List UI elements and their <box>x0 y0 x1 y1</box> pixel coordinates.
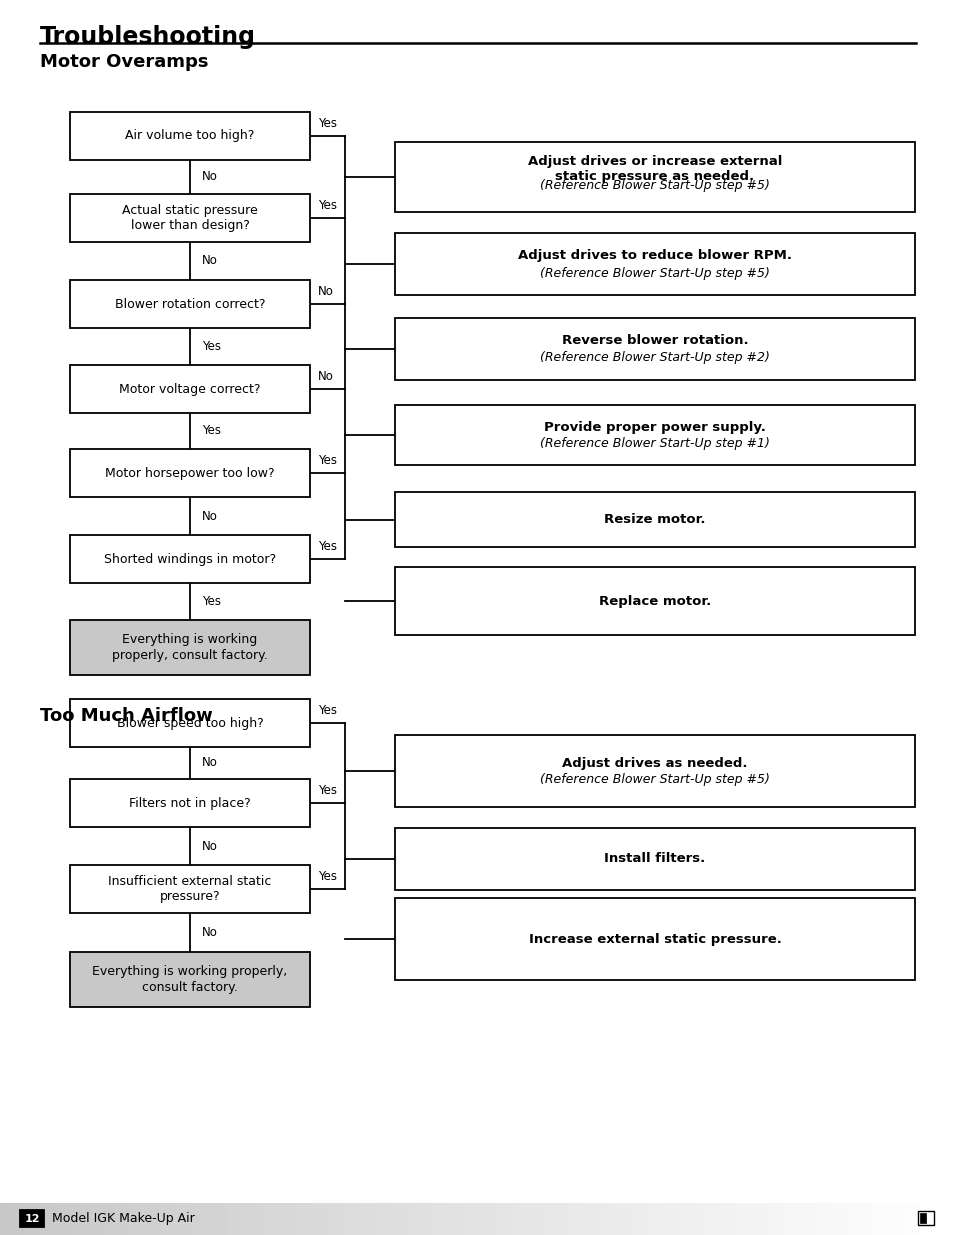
Bar <box>917 1212 933 1225</box>
Bar <box>70 952 310 1007</box>
Bar <box>70 779 310 827</box>
Text: Adjust drives to reduce blower RPM.: Adjust drives to reduce blower RPM. <box>517 249 791 263</box>
Bar <box>70 535 310 583</box>
Text: Increase external static pressure.: Increase external static pressure. <box>528 932 781 946</box>
Text: (Reference Blower Start-Up step #5): (Reference Blower Start-Up step #5) <box>539 773 769 787</box>
Text: (Reference Blower Start-Up step #1): (Reference Blower Start-Up step #1) <box>539 437 769 451</box>
Bar <box>395 233 914 295</box>
Text: Yes: Yes <box>317 704 336 718</box>
Text: Motor Overamps: Motor Overamps <box>40 53 209 70</box>
Text: Resize motor.: Resize motor. <box>603 513 705 526</box>
Bar <box>395 405 914 466</box>
Text: No: No <box>202 170 217 184</box>
Bar <box>395 317 914 380</box>
Bar <box>395 898 914 981</box>
Text: Motor horsepower too low?: Motor horsepower too low? <box>105 467 274 479</box>
Text: (Reference Blower Start-Up step #5): (Reference Blower Start-Up step #5) <box>539 267 769 279</box>
Text: Actual static pressure
lower than design?: Actual static pressure lower than design… <box>122 204 257 232</box>
Text: Model IGK Make-Up Air: Model IGK Make-Up Air <box>52 1212 194 1225</box>
Text: No: No <box>202 926 217 939</box>
Text: Blower rotation correct?: Blower rotation correct? <box>114 298 265 310</box>
Bar <box>395 827 914 890</box>
Text: No: No <box>202 510 217 522</box>
Text: Yes: Yes <box>317 540 336 553</box>
Text: Troubleshooting: Troubleshooting <box>40 25 255 49</box>
Text: Yes: Yes <box>317 869 336 883</box>
Text: Shorted windings in motor?: Shorted windings in motor? <box>104 552 275 566</box>
Text: Everything is working
properly, consult factory.: Everything is working properly, consult … <box>112 634 268 662</box>
Text: Air volume too high?: Air volume too high? <box>125 130 254 142</box>
Text: Yes: Yes <box>202 340 221 353</box>
Bar <box>70 864 310 913</box>
Text: No: No <box>202 840 217 852</box>
Bar <box>70 280 310 329</box>
Text: Everything is working properly,
consult factory.: Everything is working properly, consult … <box>92 966 287 993</box>
Text: No: No <box>317 370 334 383</box>
Text: 12: 12 <box>24 1214 40 1224</box>
Text: Yes: Yes <box>202 595 221 608</box>
Bar <box>70 112 310 161</box>
Text: Provide proper power supply.: Provide proper power supply. <box>543 420 765 433</box>
Text: Replace motor.: Replace motor. <box>598 594 710 608</box>
Text: Yes: Yes <box>317 117 336 130</box>
Bar <box>70 366 310 412</box>
Bar <box>20 1210 44 1228</box>
Bar <box>70 699 310 747</box>
Text: No: No <box>202 254 217 268</box>
Text: Adjust drives as needed.: Adjust drives as needed. <box>561 757 747 769</box>
Bar <box>70 620 310 676</box>
Text: Yes: Yes <box>317 199 336 212</box>
Text: Insufficient external static
pressure?: Insufficient external static pressure? <box>109 876 272 903</box>
Bar <box>395 735 914 806</box>
Text: No: No <box>317 285 334 298</box>
Bar <box>919 1213 925 1223</box>
Text: Yes: Yes <box>202 425 221 437</box>
Bar <box>395 142 914 212</box>
Bar <box>395 567 914 635</box>
Bar <box>395 492 914 547</box>
Text: (Reference Blower Start-Up step #5): (Reference Blower Start-Up step #5) <box>539 179 769 193</box>
Text: Blower speed too high?: Blower speed too high? <box>116 716 263 730</box>
Text: Filters not in place?: Filters not in place? <box>129 797 251 809</box>
Text: No: No <box>202 757 217 769</box>
Text: (Reference Blower Start-Up step #2): (Reference Blower Start-Up step #2) <box>539 352 769 364</box>
Text: Too Much Airflow: Too Much Airflow <box>40 706 213 725</box>
Bar <box>70 450 310 496</box>
Text: Adjust drives or increase external
static pressure as needed.: Adjust drives or increase external stati… <box>527 156 781 183</box>
Text: Install filters.: Install filters. <box>604 852 705 866</box>
Text: Motor voltage correct?: Motor voltage correct? <box>119 383 260 395</box>
Text: Yes: Yes <box>317 784 336 797</box>
Bar <box>70 194 310 242</box>
Text: Yes: Yes <box>317 454 336 467</box>
Text: Reverse blower rotation.: Reverse blower rotation. <box>561 335 747 347</box>
